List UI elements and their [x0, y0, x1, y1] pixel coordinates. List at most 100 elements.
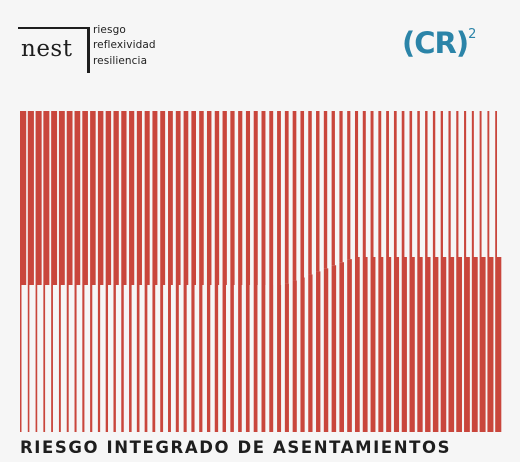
cr-squared-logo: (CR)2	[402, 26, 476, 60]
stripe-upper	[300, 111, 305, 278]
stripe-lower	[245, 285, 250, 432]
stripe-upper	[401, 111, 405, 257]
stripe-lower	[206, 285, 211, 432]
stripe-lower	[168, 285, 171, 432]
stripe-upper	[417, 111, 420, 257]
stripe-lower	[448, 257, 455, 432]
stripe-upper	[464, 111, 467, 257]
stripe-upper	[51, 111, 58, 285]
stripe-lower	[51, 285, 53, 432]
stripe-upper	[152, 111, 158, 285]
stripe-lower	[471, 257, 478, 432]
stripe-upper	[432, 111, 436, 257]
stripe-lower	[152, 285, 156, 432]
stripe-lower	[230, 285, 234, 432]
stripe-lower	[90, 285, 93, 432]
stripe-upper	[206, 111, 212, 285]
stripe-lower	[456, 257, 462, 432]
stripe-upper	[129, 111, 135, 285]
stripe-lower	[316, 271, 321, 432]
stripe-upper	[113, 111, 119, 285]
stripe-lower	[97, 285, 101, 432]
stripe-lower	[160, 285, 164, 432]
stripe-lower	[199, 285, 203, 432]
stripe-lower	[20, 285, 22, 432]
stripe-lower	[129, 285, 132, 432]
stripe-upper	[393, 111, 397, 257]
stripe-lower	[253, 285, 258, 432]
stripe-lower	[35, 285, 38, 432]
stripe-upper	[222, 111, 227, 285]
stripe-upper	[90, 111, 96, 285]
stripe-lower	[370, 257, 376, 432]
stripe-upper	[74, 111, 81, 285]
stripe-upper	[214, 111, 220, 285]
stripe-upper	[66, 111, 73, 285]
stripe-upper	[144, 111, 150, 285]
cr-logo-superscript: 2	[468, 27, 476, 43]
stripe-upper	[230, 111, 235, 285]
stripe-lower	[339, 262, 344, 432]
stripe-upper	[253, 111, 258, 285]
stripe-upper	[261, 111, 266, 285]
stripe-upper	[354, 111, 359, 257]
stripe-upper	[471, 111, 474, 257]
stripe-lower	[136, 285, 140, 432]
stripe-upper	[199, 111, 204, 285]
stripe-upper	[362, 111, 366, 257]
report-title: RIESGO INTEGRADO DE ASENTAMIENTOS	[20, 438, 452, 457]
nest-logo: nest riesgo reflexividad resiliencia	[18, 18, 168, 78]
stripe-lower	[300, 277, 305, 432]
stripe-upper	[386, 111, 389, 257]
stripe-lower	[261, 285, 266, 432]
stripe-lower	[432, 257, 439, 432]
stripe-lower	[331, 265, 337, 432]
stripe-lower	[43, 285, 46, 432]
stripe-lower	[308, 274, 313, 432]
stripe-upper	[82, 111, 88, 285]
stripe-upper	[284, 111, 289, 284]
nest-logo-bar	[18, 27, 88, 29]
stripe-lower	[277, 285, 282, 432]
stripe-upper	[487, 111, 490, 257]
stripe-upper	[168, 111, 173, 285]
stripe-upper	[97, 111, 104, 285]
stripe-upper	[175, 111, 181, 285]
stripe-upper	[425, 111, 428, 257]
stripe-lower	[121, 285, 124, 432]
stripe-lower	[378, 257, 384, 432]
stripe-upper	[238, 111, 243, 285]
stripe-upper	[43, 111, 50, 285]
stripe-lower	[222, 285, 227, 432]
stripe-lower	[113, 285, 116, 432]
stripe-upper	[308, 111, 312, 275]
stripe-lower	[284, 283, 289, 432]
stripe-upper	[495, 111, 498, 257]
stripe-upper	[323, 111, 328, 269]
stripe-upper	[183, 111, 189, 285]
stripe-upper	[339, 111, 343, 263]
stripe-upper	[160, 111, 166, 285]
stripe-upper	[292, 111, 297, 281]
stripe-upper	[245, 111, 251, 285]
stripe-upper	[20, 111, 27, 285]
stripe-lower	[495, 257, 502, 432]
nest-tagline-resiliencia: resiliencia	[93, 55, 148, 67]
stripe-lower	[425, 257, 431, 432]
stripe-lower	[401, 257, 407, 432]
nest-logo-word: nest	[21, 36, 73, 62]
stripe-upper	[136, 111, 142, 285]
stripe-lower	[175, 285, 179, 432]
stripe-lower	[144, 285, 148, 432]
nest-tagline-riesgo: riesgo	[93, 24, 126, 36]
stripe-lower	[479, 257, 486, 432]
stripe-lower	[214, 285, 219, 432]
stripe-lower	[66, 285, 69, 432]
stripe-upper	[370, 111, 374, 257]
stripe-upper	[27, 111, 34, 285]
stripe-upper	[121, 111, 127, 285]
stripe-upper	[409, 111, 413, 257]
nest-logo-divider	[87, 27, 90, 73]
stripe-upper	[316, 111, 320, 272]
